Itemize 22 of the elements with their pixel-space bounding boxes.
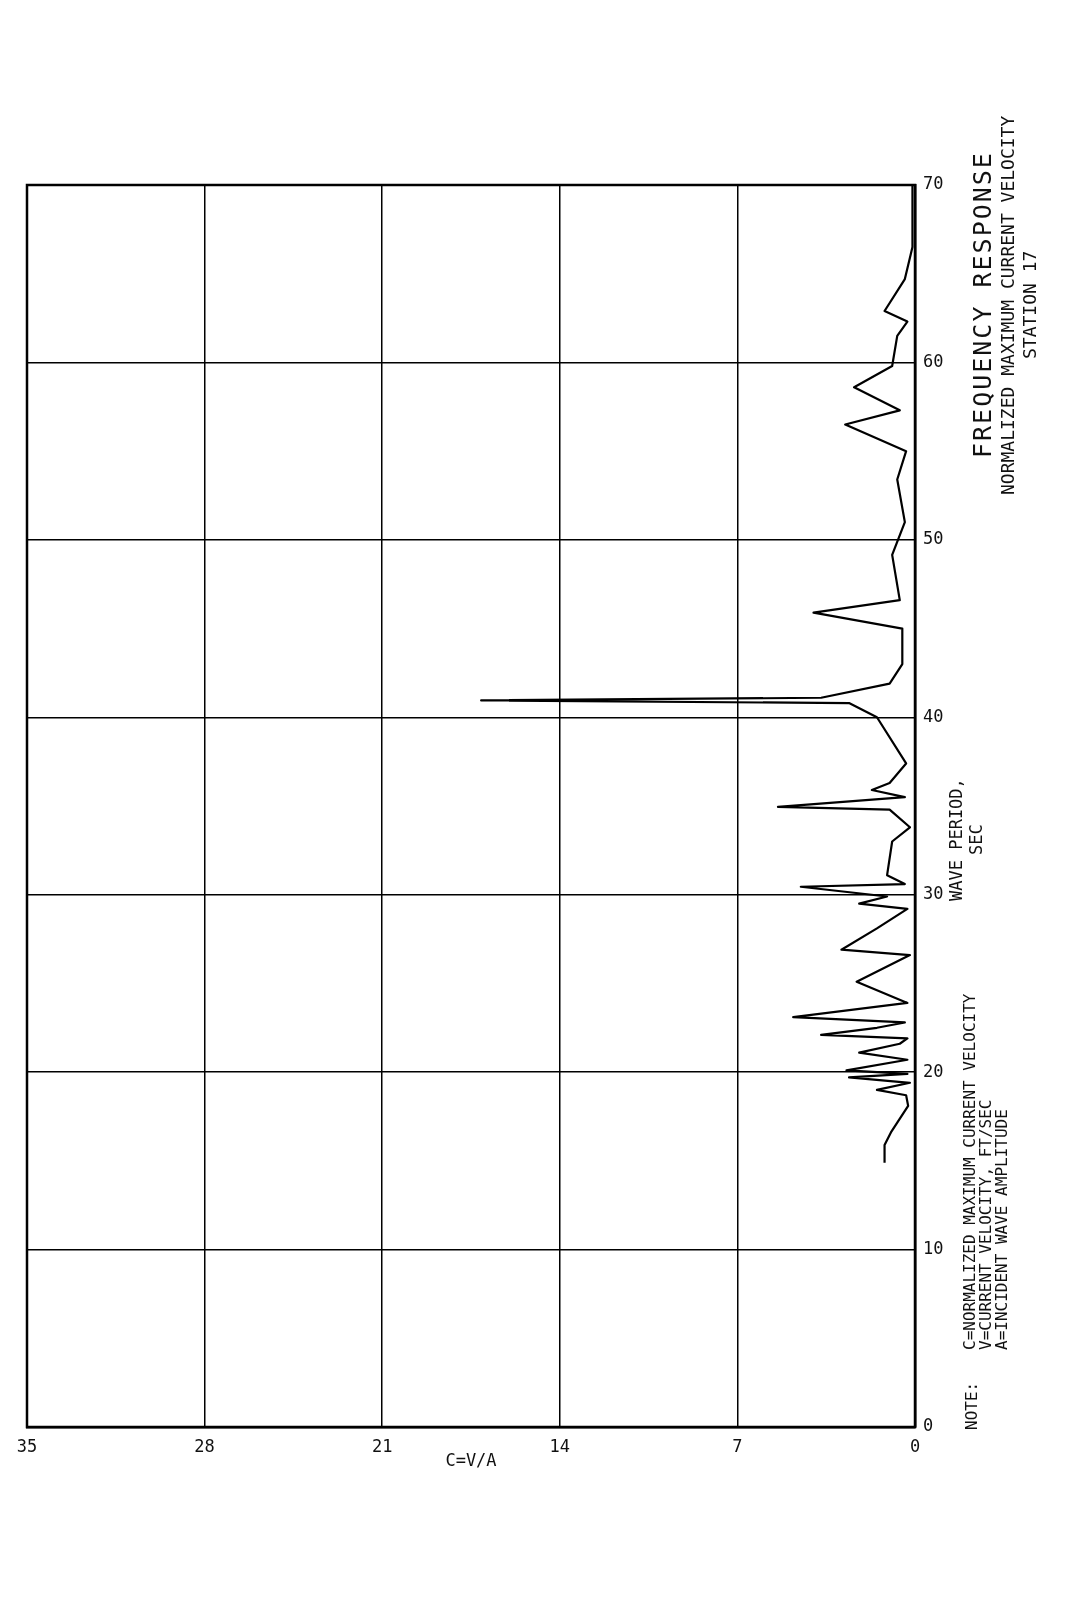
text: NOTE:: [962, 1380, 981, 1430]
y-tick-label: 60: [923, 350, 944, 371]
text: FREQUENCY RESPONSE: [968, 150, 997, 461]
x-axis-title: C=V/A: [445, 1450, 497, 1471]
x-tick-label: 14: [549, 1435, 571, 1456]
text: A=INCIDENT WAVE AMPLITUDE: [992, 1108, 1011, 1350]
y-tick-label: 50: [923, 528, 944, 549]
y-tick-label: 70: [923, 173, 944, 194]
x-tick-label: 21: [371, 1435, 393, 1456]
text: NORMALIZED MAXIMUM CURRENT VELOCITY STATION 17: [997, 114, 1041, 497]
y-axis-title: WAVE PERIOD, SEC: [946, 777, 986, 904]
text: V=CURRENT VELOCITY, FT/SEC: [976, 1098, 995, 1350]
x-tick-label: 35: [16, 1435, 38, 1456]
x-tick-label: 7: [732, 1435, 743, 1456]
y-tick-label: 0: [923, 1415, 934, 1436]
text: C=NORMALIZED MAXIMUM CURRENT VELOCITY: [960, 993, 979, 1350]
y-tick-label: 20: [923, 1060, 944, 1081]
y-tick-label: 10: [923, 1237, 944, 1258]
x-tick-label: 0: [909, 1435, 921, 1456]
x-tick-label: 28: [194, 1435, 215, 1456]
y-tick-label: 30: [923, 883, 944, 904]
y-tick-label: 40: [923, 705, 944, 726]
